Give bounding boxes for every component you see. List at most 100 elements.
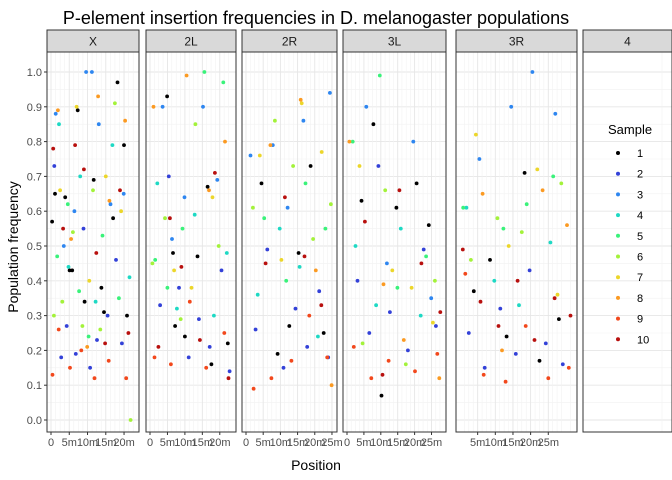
data-point-sample-10 [363, 219, 367, 224]
data-point-sample-3 [385, 261, 389, 266]
data-point-sample-4 [224, 251, 229, 255]
data-point-sample-8 [207, 188, 211, 193]
data-point-sample-2 [64, 324, 69, 328]
data-point-sample-5 [395, 285, 400, 290]
data-point-sample-8 [313, 268, 318, 273]
data-point-sample-7 [279, 258, 284, 262]
x-tick-label: 5m [470, 437, 485, 449]
legend-label-4: 4 [637, 210, 643, 222]
data-point-sample-1 [471, 289, 476, 294]
x-tick-label: 5m [256, 437, 271, 449]
panel-background [456, 52, 577, 432]
data-point-sample-5 [165, 285, 170, 290]
y-axis-title: Population frequency [5, 181, 21, 313]
data-point-sample-10 [460, 247, 465, 252]
data-point-sample-9 [204, 365, 209, 370]
data-point-sample-9 [222, 331, 227, 335]
x-tick-label: 0 [147, 437, 153, 449]
data-point-sample-10 [496, 324, 501, 328]
data-point-sample-3 [301, 118, 306, 123]
data-point-sample-2 [367, 331, 372, 335]
y-tick-label: 0.2 [27, 345, 42, 357]
data-point-sample-10 [61, 226, 65, 231]
legend-key-8 [616, 295, 620, 300]
x-tick-label: 25m [321, 437, 342, 449]
data-point-sample-10 [319, 303, 324, 308]
data-point-sample-1 [111, 216, 115, 221]
data-point-sample-9 [169, 362, 173, 367]
data-point-sample-4 [353, 244, 358, 248]
data-point-sample-2 [52, 164, 57, 168]
x-tick-label: 10m [174, 437, 195, 449]
data-point-sample-9 [435, 352, 440, 356]
data-point-sample-7 [474, 132, 478, 137]
data-point-sample-5 [77, 289, 81, 294]
data-point-sample-8 [329, 383, 334, 388]
x-tick-label: 0 [48, 437, 54, 449]
legend-key-10 [616, 337, 620, 342]
data-point-sample-7 [58, 188, 62, 193]
data-point-sample-3 [72, 209, 77, 214]
data-point-sample-6 [98, 327, 103, 332]
y-tick-label: 0.1 [27, 380, 42, 392]
data-point-sample-7 [74, 104, 79, 109]
data-point-sample-7 [119, 209, 123, 214]
data-point-sample-6 [383, 188, 388, 193]
data-point-sample-2 [227, 369, 232, 374]
data-point-sample-1 [91, 178, 96, 182]
data-point-sample-10 [103, 341, 107, 346]
x-tick-label: 20m [304, 437, 325, 449]
y-axis: 0.0 0.1 0.2 0.3 0.4 0.5 0.6 0.7 0.8 0.9 1.0 [27, 67, 47, 427]
data-point-sample-10 [515, 278, 520, 283]
data-point-sample-6 [71, 230, 75, 235]
facet-strip-label: 4 [624, 35, 631, 49]
data-point-sample-2 [207, 345, 212, 349]
y-tick-label: 0.9 [27, 102, 42, 114]
data-point-sample-6 [150, 261, 155, 266]
data-point-sample-9 [92, 376, 97, 381]
data-point-sample-2 [527, 268, 532, 273]
data-point-sample-7 [319, 150, 324, 154]
data-point-sample-5 [86, 334, 91, 339]
data-point-sample-2 [120, 341, 124, 346]
data-point-sample-5 [323, 226, 328, 231]
data-point-sample-5 [180, 226, 185, 231]
panel-background [47, 52, 139, 432]
legend-label-8: 8 [637, 293, 643, 305]
data-point-sample-4 [316, 334, 320, 339]
data-point-sample-2 [355, 278, 360, 283]
data-point-sample-7 [172, 268, 177, 273]
data-point-sample-6 [360, 341, 365, 346]
data-point-sample-3 [170, 237, 174, 241]
data-point-sample-7 [431, 320, 435, 325]
data-point-sample-9 [503, 379, 508, 384]
data-point-sample-2 [95, 338, 99, 342]
data-point-sample-10 [51, 146, 56, 151]
data-point-sample-3 [201, 104, 205, 109]
data-point-sample-1 [426, 223, 431, 228]
data-point-sample-2 [73, 352, 78, 356]
facet-strip-label: 3L [388, 35, 402, 49]
data-point-sample-8 [401, 338, 406, 342]
data-point-sample-8 [223, 139, 227, 144]
data-point-sample-2 [166, 174, 171, 179]
data-point-sample-10 [283, 195, 287, 200]
x-tick-label: 20m [520, 437, 541, 449]
y-tick-label: 0.5 [27, 241, 42, 253]
data-point-sample-4 [212, 313, 216, 318]
data-point-sample-9 [79, 348, 84, 353]
x-tick-label: 15m [387, 437, 408, 449]
data-point-sample-3 [53, 111, 58, 116]
data-point-sample-2 [158, 303, 163, 308]
data-point-sample-3 [61, 244, 66, 248]
data-point-sample-7 [357, 164, 362, 168]
x-tick-label: 25m [538, 437, 559, 449]
data-point-sample-2 [253, 327, 258, 332]
data-point-sample-9 [124, 376, 129, 381]
data-point-sample-5 [303, 181, 308, 186]
data-point-sample-10 [226, 376, 231, 381]
x-tick-label: 10m [270, 437, 291, 449]
legend-key-7 [616, 275, 620, 280]
